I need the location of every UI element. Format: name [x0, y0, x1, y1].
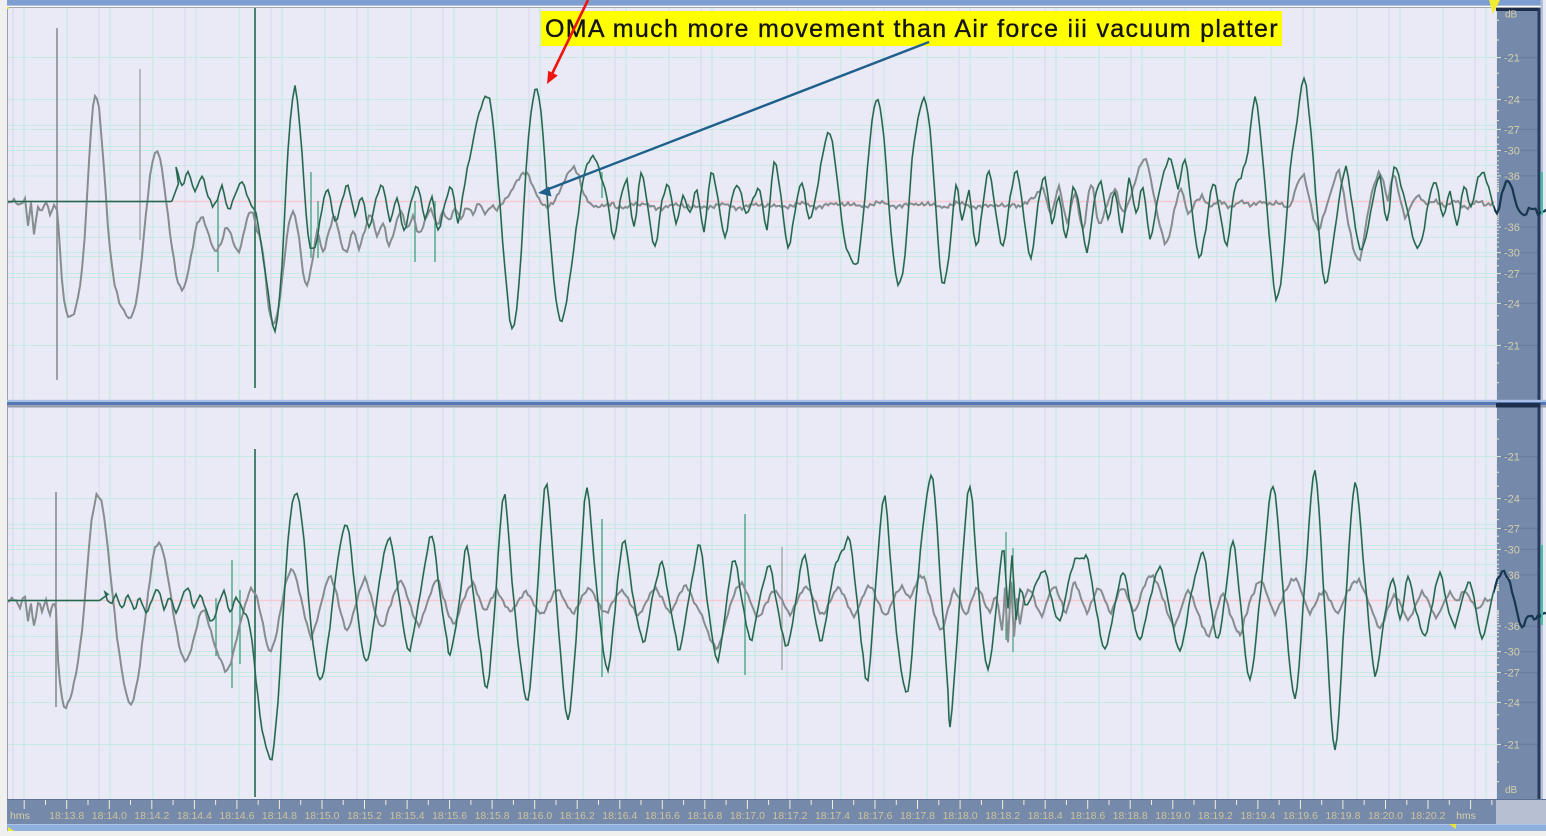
- svg-text:hms: hms: [10, 810, 30, 822]
- svg-text:-30: -30: [1504, 145, 1520, 157]
- svg-text:18:19.2: 18:19.2: [1198, 810, 1233, 822]
- svg-text:18:17.6: 18:17.6: [857, 810, 892, 822]
- svg-text:18:19.4: 18:19.4: [1240, 810, 1275, 822]
- svg-text:18:19.0: 18:19.0: [1155, 810, 1190, 822]
- svg-text:-36: -36: [1504, 621, 1520, 633]
- svg-text:18:14.2: 18:14.2: [134, 810, 169, 822]
- svg-text:18:15.6: 18:15.6: [432, 810, 467, 822]
- svg-text:18:15.2: 18:15.2: [347, 810, 382, 822]
- svg-text:-30: -30: [1504, 647, 1520, 659]
- svg-text:18:13.8: 18:13.8: [49, 810, 84, 822]
- svg-text:18:17.0: 18:17.0: [730, 810, 765, 822]
- svg-text:-21: -21: [1504, 452, 1520, 464]
- svg-text:18:16.8: 18:16.8: [687, 810, 722, 822]
- svg-text:-24: -24: [1504, 298, 1520, 310]
- svg-text:hms: hms: [1456, 810, 1476, 822]
- svg-text:-27: -27: [1504, 668, 1520, 680]
- svg-text:-36: -36: [1504, 222, 1520, 234]
- svg-text:18:19.8: 18:19.8: [1325, 810, 1360, 822]
- svg-text:OMA much more movement than Ai: OMA much more movement than Air force ii…: [545, 15, 1279, 43]
- svg-text:18:14.0: 18:14.0: [92, 810, 127, 822]
- svg-text:-21: -21: [1504, 340, 1520, 352]
- svg-text:18:17.4: 18:17.4: [815, 810, 850, 822]
- svg-text:dB: dB: [1505, 10, 1518, 21]
- svg-text:18:17.2: 18:17.2: [772, 810, 807, 822]
- svg-text:18:14.4: 18:14.4: [177, 810, 212, 822]
- svg-text:-24: -24: [1504, 697, 1520, 709]
- svg-text:18:18.4: 18:18.4: [1028, 810, 1063, 822]
- svg-text:18:20.2: 18:20.2: [1410, 810, 1445, 822]
- svg-text:18:18.2: 18:18.2: [985, 810, 1020, 822]
- svg-text:dB: dB: [1505, 785, 1518, 796]
- svg-text:18:14.6: 18:14.6: [219, 810, 254, 822]
- svg-text:-30: -30: [1504, 248, 1520, 260]
- svg-text:-21: -21: [1504, 739, 1520, 751]
- svg-text:18:15.0: 18:15.0: [304, 810, 339, 822]
- svg-text:18:14.8: 18:14.8: [262, 810, 297, 822]
- svg-text:18:19.6: 18:19.6: [1283, 810, 1318, 822]
- svg-text:18:17.8: 18:17.8: [900, 810, 935, 822]
- svg-text:18:16.0: 18:16.0: [517, 810, 552, 822]
- svg-text:18:15.8: 18:15.8: [475, 810, 510, 822]
- svg-text:18:16.2: 18:16.2: [560, 810, 595, 822]
- svg-text:18:18.6: 18:18.6: [1070, 810, 1105, 822]
- svg-text:-27: -27: [1504, 523, 1520, 535]
- svg-text:18:15.4: 18:15.4: [390, 810, 425, 822]
- svg-text:18:18.8: 18:18.8: [1113, 810, 1148, 822]
- svg-text:-24: -24: [1504, 95, 1520, 107]
- svg-text:-21: -21: [1504, 53, 1520, 65]
- svg-text:-27: -27: [1504, 269, 1520, 281]
- svg-text:18:20.0: 18:20.0: [1368, 810, 1403, 822]
- svg-text:18:16.4: 18:16.4: [602, 810, 637, 822]
- svg-text:-24: -24: [1504, 494, 1520, 506]
- svg-text:18:16.6: 18:16.6: [645, 810, 680, 822]
- svg-text:18:18.0: 18:18.0: [943, 810, 978, 822]
- svg-text:-27: -27: [1504, 124, 1520, 136]
- svg-text:-30: -30: [1504, 544, 1520, 556]
